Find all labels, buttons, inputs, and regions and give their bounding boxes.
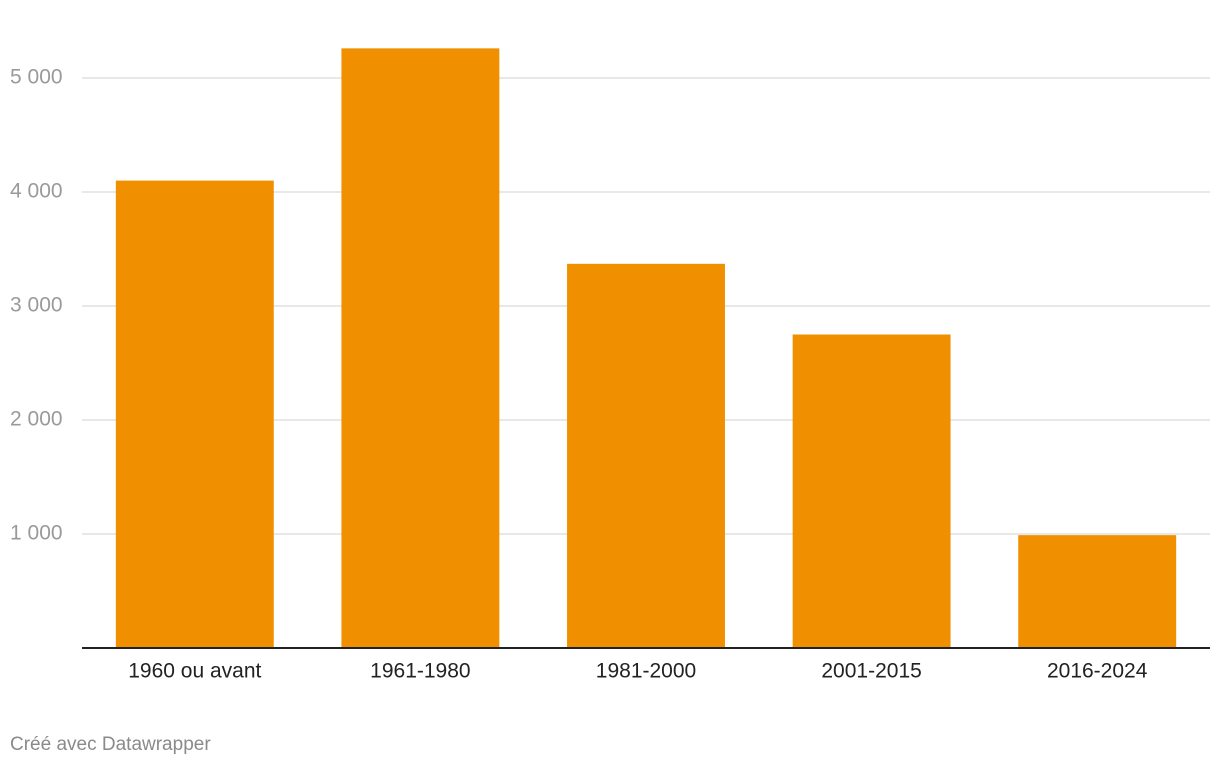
bar [1018,535,1177,648]
bar [341,48,500,649]
footer: Créé avec Datawrapper [10,734,211,755]
bar [567,263,725,648]
y-tick-label: 1 000 [10,522,63,545]
x-tick-label: 1981-2000 [596,660,696,683]
bar [115,180,274,648]
x-tick-label: 2016-2024 [1047,660,1148,683]
bar [792,334,951,648]
x-tick-label: 1961-1980 [370,660,470,683]
x-tick-label: 1960 ou avant [128,660,261,683]
y-tick-label: 3 000 [10,294,63,317]
y-tick-label: 2 000 [10,408,63,431]
x-tick-label: 2001-2015 [821,660,921,683]
y-tick-label: 5 000 [10,66,63,89]
y-tick-label: 4 000 [10,180,63,203]
